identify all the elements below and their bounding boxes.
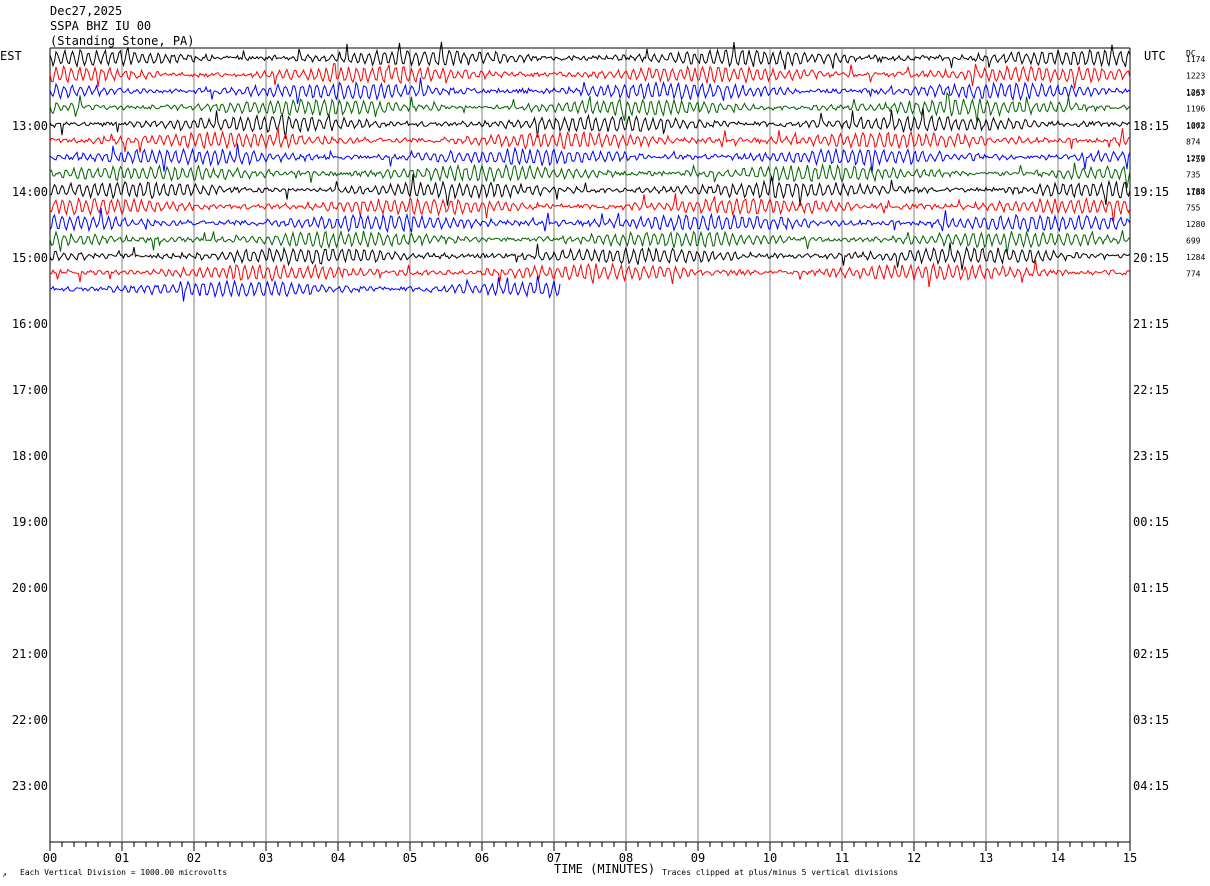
dc-offset-label: 1280	[1186, 220, 1205, 229]
dc-offset-label: 735	[1186, 171, 1201, 180]
x-tick-label: 08	[619, 851, 633, 865]
clip-note: Traces clipped at plus/minus 5 vertical …	[662, 868, 899, 877]
dc-offset-overlap-label: 1759	[1186, 155, 1205, 164]
x-axis-title: TIME (MINUTES)	[554, 862, 656, 876]
x-tick-label: 12	[907, 851, 921, 865]
utc-hour-label: 21:15	[1133, 317, 1169, 331]
utc-hour-label: 23:15	[1133, 449, 1169, 463]
est-hour-label: 18:00	[12, 449, 48, 463]
utc-hour-label: 00:15	[1133, 515, 1169, 529]
utc-hour-label: 02:15	[1133, 647, 1169, 661]
seismic-trace	[49, 162, 1131, 189]
x-tick-label: 10	[763, 851, 777, 865]
dc-offset-label: 774	[1186, 270, 1201, 279]
x-tick-label: 09	[691, 851, 705, 865]
seismic-trace	[49, 63, 1131, 89]
dc-offset-label: 1279	[1186, 154, 1205, 163]
seismic-trace	[49, 143, 1131, 174]
seismic-trace	[49, 259, 1131, 288]
corner-mark: ↗	[2, 870, 7, 879]
seismic-trace	[49, 229, 1131, 254]
x-tick-label: 03	[259, 851, 273, 865]
dc-offset-label: 1174	[1186, 55, 1205, 64]
dc-label: DC	[1186, 49, 1196, 58]
seismic-trace	[49, 41, 1131, 70]
est-hour-label: 15:00	[12, 251, 48, 265]
seismic-trace	[49, 208, 1131, 234]
x-tick-label: 01	[115, 851, 129, 865]
x-tick-label: 06	[475, 851, 489, 865]
dc-offset-label: 1788	[1186, 187, 1205, 196]
dc-offset-label: 1196	[1186, 105, 1205, 114]
division-note: Each Vertical Division = 1000.00 microvo…	[20, 868, 228, 877]
seismic-trace	[49, 126, 1131, 153]
location-label: (Standing Stone, PA)	[50, 34, 195, 48]
utc-hour-label: 01:15	[1133, 581, 1169, 595]
dc-offset-label: 874	[1186, 138, 1201, 147]
seismic-trace	[49, 91, 1131, 123]
est-hour-label: 23:00	[12, 779, 48, 793]
x-tick-label: 07	[547, 851, 561, 865]
x-tick-label: 11	[835, 851, 849, 865]
dc-offset-overlap-label: 1057	[1186, 89, 1205, 98]
date-label: Dec27,2025	[50, 4, 123, 18]
dc-offset-label: 1284	[1186, 253, 1205, 262]
est-zone-label: EST	[0, 49, 22, 63]
utc-hour-label: 18:15	[1133, 119, 1169, 133]
station-label: SSPA BHZ IU 00	[50, 19, 152, 33]
utc-hour-label: 04:15	[1133, 779, 1169, 793]
seismic-trace	[49, 193, 1131, 223]
est-hour-label: 13:00	[12, 119, 48, 133]
est-hour-label: 14:00	[12, 185, 48, 199]
x-tick-label: 02	[187, 851, 201, 865]
est-hour-label: 16:00	[12, 317, 48, 331]
utc-hour-label: 03:15	[1133, 713, 1169, 727]
dc-offset-label: 1062	[1186, 121, 1205, 130]
est-hour-label: 17:00	[12, 383, 48, 397]
seismic-trace	[50, 275, 561, 302]
est-hour-label: 20:00	[12, 581, 48, 595]
utc-zone-label: UTC	[1144, 49, 1166, 63]
x-tick-label: 15	[1123, 851, 1137, 865]
dc-offset-label: 1263	[1186, 88, 1205, 97]
x-tick-label: 14	[1051, 851, 1065, 865]
est-hour-label: 19:00	[12, 515, 48, 529]
x-tick-label: 00	[43, 851, 57, 865]
dc-offset-label: 699	[1186, 237, 1201, 246]
utc-hour-label: 19:15	[1133, 185, 1169, 199]
seismic-trace	[49, 242, 1131, 271]
x-tick-label: 05	[403, 851, 417, 865]
x-tick-label: 13	[979, 851, 993, 865]
seismic-trace	[49, 77, 1131, 104]
dc-offset-label: 755	[1186, 204, 1201, 213]
utc-hour-label: 20:15	[1133, 251, 1169, 265]
est-hour-label: 22:00	[12, 713, 48, 727]
dc-offset-label: 1223	[1186, 72, 1205, 81]
est-hour-label: 21:00	[12, 647, 48, 661]
seismic-trace	[49, 107, 1131, 139]
x-tick-label: 04	[331, 851, 345, 865]
seismic-trace	[49, 173, 1131, 207]
utc-hour-label: 22:15	[1133, 383, 1169, 397]
dc-offset-overlap-label: 1184	[1186, 188, 1205, 197]
dc-offset-overlap-label: 1073	[1186, 122, 1205, 131]
